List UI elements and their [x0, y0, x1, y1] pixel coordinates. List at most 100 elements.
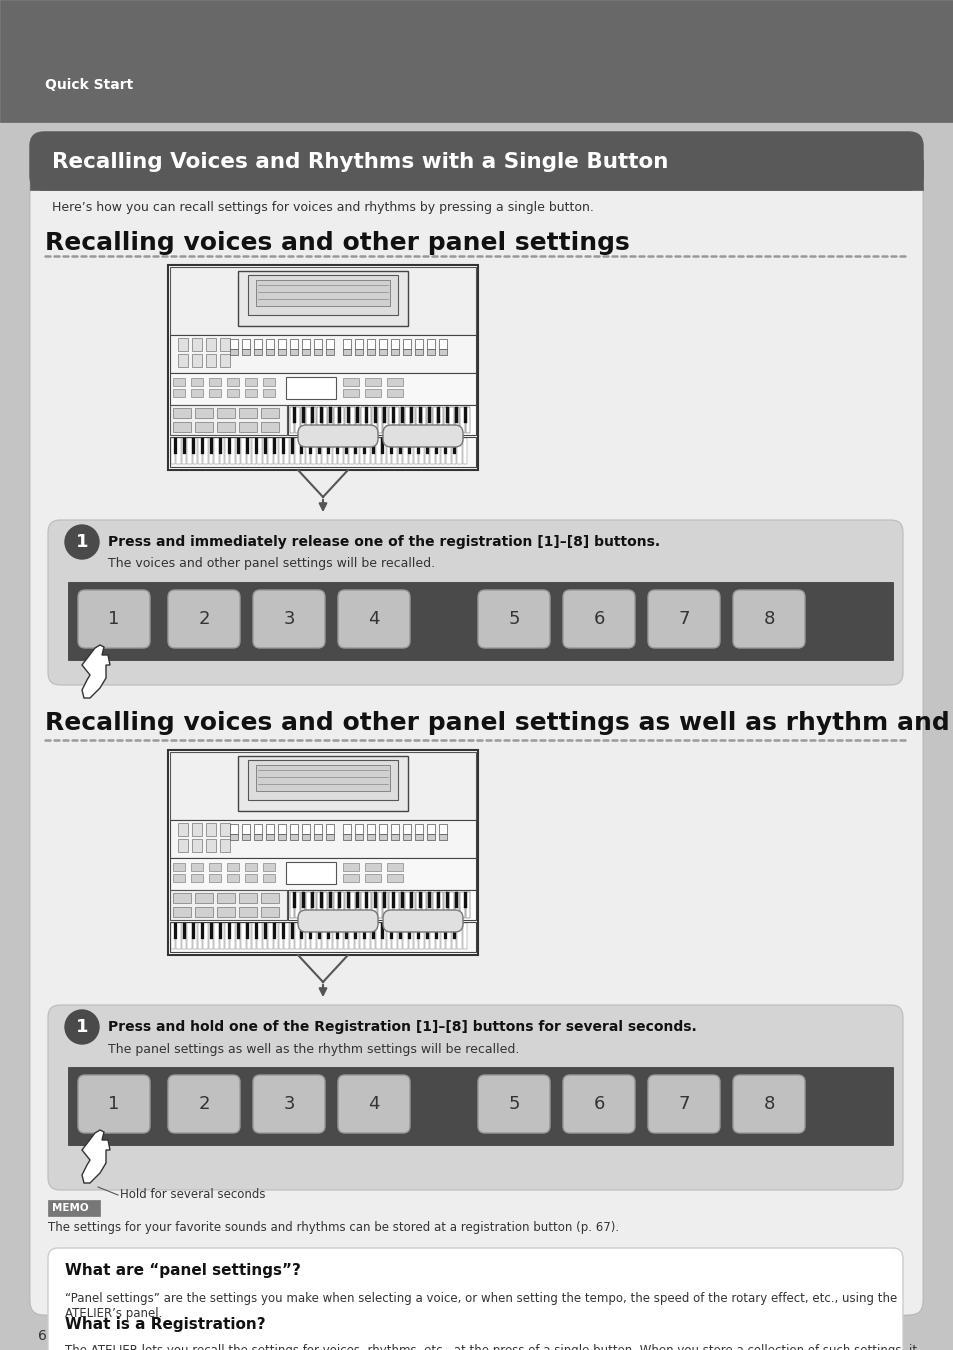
Bar [182, 923, 186, 949]
Bar [295, 406, 299, 433]
Text: The panel settings as well as the rhythm settings will be recalled.: The panel settings as well as the rhythm… [108, 1042, 518, 1056]
Bar [381, 437, 386, 464]
Text: The settings for your favorite sounds and rhythms can be stored at a registratio: The settings for your favorite sounds an… [48, 1222, 618, 1234]
Bar [209, 923, 213, 949]
Bar [350, 892, 355, 918]
Bar [354, 923, 356, 940]
Bar [335, 923, 338, 940]
Bar [242, 834, 250, 840]
Bar [355, 892, 358, 909]
Bar [253, 824, 262, 834]
Bar [455, 406, 457, 423]
Bar [314, 339, 322, 350]
Bar [343, 863, 358, 871]
Bar [375, 923, 380, 949]
Bar [230, 824, 237, 834]
Bar [268, 923, 273, 949]
Bar [446, 406, 449, 423]
Bar [253, 834, 262, 840]
Bar [418, 406, 421, 423]
Bar [424, 923, 429, 949]
Bar [355, 834, 363, 840]
Bar [245, 389, 256, 397]
Bar [168, 265, 477, 470]
Bar [355, 406, 358, 423]
Bar [436, 923, 439, 949]
Bar [293, 892, 295, 909]
Bar [415, 834, 422, 840]
Bar [377, 892, 382, 918]
Bar [410, 406, 413, 423]
Bar [465, 406, 470, 433]
Bar [418, 892, 421, 909]
Text: 8: 8 [762, 1095, 774, 1112]
Bar [237, 756, 408, 811]
Bar [408, 437, 411, 454]
Bar [203, 923, 208, 949]
Bar [309, 437, 312, 454]
Bar [172, 389, 185, 397]
Bar [300, 437, 305, 464]
Bar [172, 892, 191, 903]
Bar [378, 350, 387, 355]
Bar [299, 437, 303, 454]
Bar [261, 423, 278, 432]
Bar [327, 923, 330, 940]
Bar [284, 923, 289, 949]
Bar [192, 338, 202, 351]
Bar [183, 923, 186, 940]
Bar [322, 923, 326, 949]
Bar [446, 437, 451, 464]
Bar [343, 437, 348, 464]
Bar [252, 437, 256, 464]
Text: 6: 6 [593, 1095, 604, 1112]
Bar [419, 437, 423, 464]
Bar [277, 339, 286, 350]
Bar [302, 834, 310, 840]
Text: “Panel settings” are the settings you make when selecting a voice, or when setti: “Panel settings” are the settings you ma… [65, 1292, 897, 1320]
Bar [355, 923, 358, 949]
Bar [187, 923, 192, 949]
Bar [191, 873, 203, 882]
Text: Hold for several seconds: Hold for several seconds [120, 1188, 265, 1202]
Bar [443, 437, 447, 454]
Bar [415, 824, 422, 834]
Bar [253, 339, 262, 350]
Bar [178, 824, 188, 836]
Bar [302, 350, 310, 355]
Bar [408, 923, 411, 940]
Bar [220, 354, 230, 367]
Bar [399, 406, 404, 433]
Bar [201, 437, 204, 454]
Bar [456, 923, 461, 949]
Bar [248, 760, 397, 801]
Bar [338, 437, 342, 464]
Bar [68, 582, 892, 660]
Text: 4: 4 [368, 1095, 379, 1112]
Bar [402, 824, 411, 834]
Bar [172, 378, 185, 386]
Bar [387, 389, 402, 397]
Bar [345, 406, 349, 433]
Bar [391, 824, 398, 834]
Bar [194, 892, 213, 903]
Bar [463, 406, 467, 423]
Bar [192, 838, 202, 852]
Bar [206, 824, 215, 836]
Bar [170, 373, 476, 405]
Bar [355, 824, 363, 834]
Bar [192, 923, 194, 940]
Bar [219, 437, 222, 454]
Bar [443, 923, 447, 940]
Bar [239, 423, 256, 432]
Bar [242, 824, 250, 834]
Bar [427, 834, 435, 840]
Bar [453, 923, 456, 940]
Bar [397, 437, 402, 464]
Bar [282, 923, 285, 940]
FancyBboxPatch shape [562, 590, 635, 648]
Bar [176, 437, 181, 464]
Bar [446, 923, 451, 949]
Bar [210, 923, 213, 940]
Bar [395, 406, 398, 433]
